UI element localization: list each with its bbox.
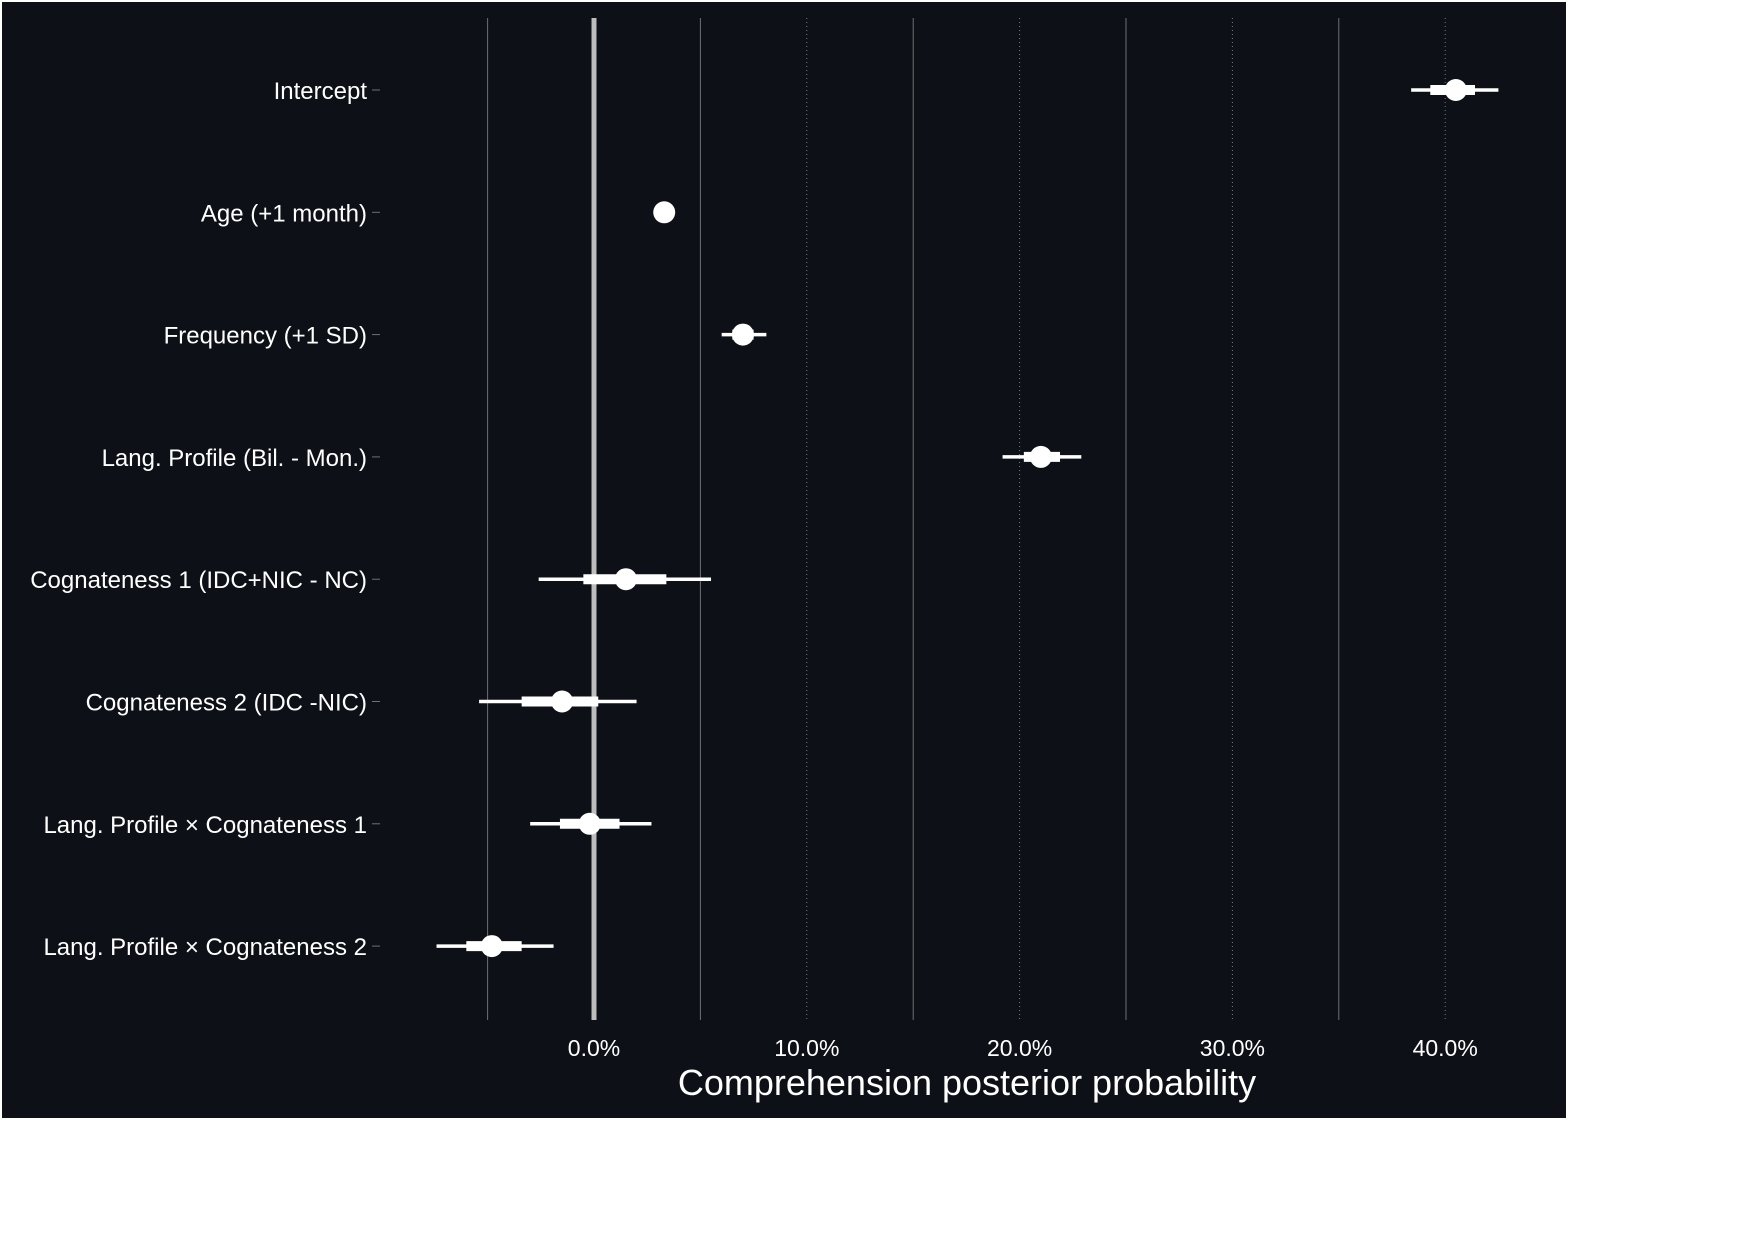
median-point [1029, 445, 1052, 468]
estimate-marks [436, 79, 1499, 958]
gridlines [487, 18, 1446, 1020]
median-point [551, 690, 574, 713]
x-tick-label-0: 0.0% [568, 1035, 620, 1061]
forest-plot-figure: Intercept Age (+1 month) Frequency (+1 SD)… [0, 0, 1568, 1120]
x-tick-label-1: 10.0% [774, 1035, 839, 1061]
y-label-1: Age (+1 month) [201, 200, 367, 227]
estimate-6 [530, 812, 652, 835]
forest-plot: Intercept Age (+1 month) Frequency (+1 SD)… [0, 0, 1568, 1120]
y-label-7: Lang. Profile × Cognateness 2 [43, 934, 367, 961]
median-point [653, 201, 676, 224]
x-tick-label-3: 30.0% [1200, 1035, 1265, 1061]
y-label-5: Cognateness 2 (IDC -NIC) [86, 690, 367, 717]
y-label-0: Intercept [274, 78, 368, 105]
y-label-4: Cognateness 1 (IDC+NIC - NC) [30, 567, 367, 594]
median-point [731, 323, 754, 346]
x-axis-tick-labels: 0.0% 10.0% 20.0% 30.0% 40.0% [568, 1035, 1478, 1061]
estimate-1 [653, 201, 676, 224]
y-axis-labels: Intercept Age (+1 month) Frequency (+1 SD)… [30, 78, 380, 961]
figure-border [0, 0, 1568, 1120]
x-tick-label-4: 40.0% [1413, 1035, 1478, 1061]
estimate-3 [1002, 445, 1082, 468]
y-label-6: Lang. Profile × Cognateness 1 [43, 812, 367, 839]
estimate-7 [436, 935, 554, 958]
x-tick-label-2: 20.0% [987, 1035, 1052, 1061]
estimate-2 [721, 323, 767, 346]
estimate-4 [538, 568, 712, 591]
y-label-2: Frequency (+1 SD) [164, 323, 367, 350]
estimate-5 [479, 690, 637, 713]
x-axis-title: Comprehension posterior probability [678, 1062, 1256, 1103]
y-label-3: Lang. Profile (Bil. - Mon.) [102, 445, 367, 472]
median-point [578, 812, 601, 835]
median-point [614, 568, 637, 591]
median-point [1444, 79, 1467, 101]
estimate-0 [1411, 79, 1499, 101]
plot-background [0, 0, 1568, 1120]
median-point [480, 935, 503, 958]
